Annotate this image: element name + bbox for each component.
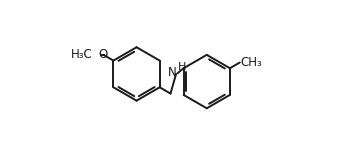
Text: O: O <box>98 48 108 61</box>
Text: H₃C: H₃C <box>71 48 92 61</box>
Text: CH₃: CH₃ <box>240 56 262 69</box>
Text: H: H <box>178 62 186 72</box>
Text: N: N <box>167 66 176 79</box>
